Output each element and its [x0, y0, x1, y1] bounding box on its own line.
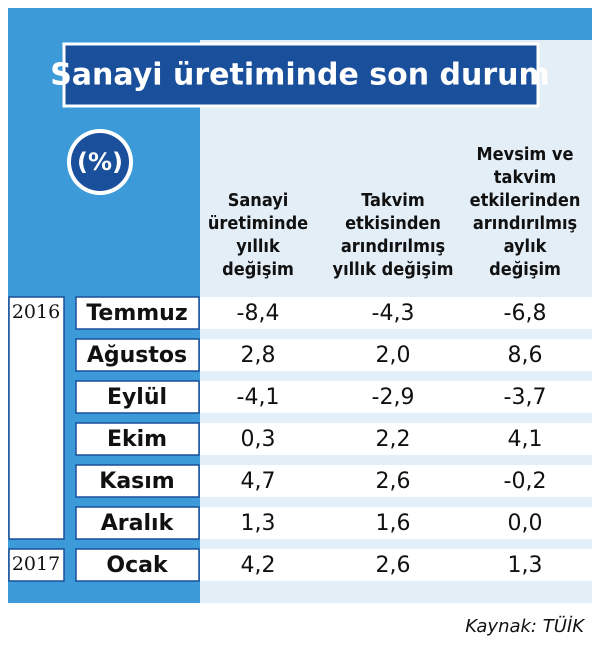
year: 2017	[12, 553, 60, 575]
value: 1,3	[508, 553, 543, 578]
column-header: değişim	[222, 259, 294, 280]
top-strip	[8, 8, 592, 40]
month-box	[75, 548, 200, 582]
month-box	[75, 380, 200, 414]
month-box	[75, 464, 200, 498]
value: -3,7	[504, 385, 547, 410]
column-header: arındırılmış	[473, 213, 577, 234]
year: 2016	[12, 301, 60, 323]
value: 2,0	[376, 343, 411, 368]
column-header: üretiminde	[208, 213, 308, 234]
month: Ocak	[106, 553, 169, 578]
column-header: yıllık	[236, 236, 281, 257]
column-header: Takvim	[361, 190, 424, 211]
month-box	[75, 506, 200, 540]
title: Sanayi üretiminde son durum	[50, 58, 550, 93]
source-box	[440, 610, 592, 642]
month: Temmuz	[86, 301, 187, 326]
month: Aralık	[101, 511, 175, 536]
value: 1,6	[376, 511, 411, 536]
row-band	[200, 423, 592, 455]
year-box	[8, 296, 65, 540]
row-band	[200, 339, 592, 371]
month-box	[75, 338, 200, 372]
column-header: Sanayi	[228, 190, 289, 211]
title-box	[62, 42, 540, 108]
value: 4,7	[241, 469, 276, 494]
column-header: arındırılmış	[341, 236, 445, 257]
month: Ekim	[107, 427, 167, 452]
month: Kasım	[99, 469, 174, 494]
month: Eylül	[107, 385, 167, 410]
column-header: yıllık değişim	[333, 259, 454, 280]
value: -8,4	[237, 301, 280, 326]
month-box	[75, 296, 200, 330]
value: 4,1	[508, 427, 543, 452]
value: 8,6	[508, 343, 543, 368]
value: 2,8	[241, 343, 276, 368]
row-band	[200, 465, 592, 497]
row-band	[200, 381, 592, 413]
value: 2,6	[376, 469, 411, 494]
source: Kaynak: TÜİK	[465, 615, 585, 637]
value: -4,3	[372, 301, 415, 326]
column-header: etkilerinden	[470, 190, 581, 211]
value: 0,0	[508, 511, 543, 536]
column-header: takvim	[494, 167, 556, 188]
row-band	[200, 549, 592, 581]
row-band	[200, 507, 592, 539]
unit-badge	[71, 133, 129, 191]
value: -4,1	[237, 385, 280, 410]
value: -6,8	[504, 301, 547, 326]
column-header: Mevsim ve	[477, 144, 574, 165]
value: 2,6	[376, 553, 411, 578]
column-header: etkisinden	[345, 213, 441, 234]
month-box	[75, 422, 200, 456]
year-box	[8, 548, 65, 582]
value: 1,3	[241, 511, 276, 536]
value: 0,3	[241, 427, 276, 452]
month: Ağustos	[87, 343, 187, 368]
value: -0,2	[504, 469, 547, 494]
value: 4,2	[241, 553, 276, 578]
row-band	[200, 297, 592, 329]
value: 2,2	[376, 427, 411, 452]
column-header: aylık	[504, 236, 548, 257]
value: -2,9	[372, 385, 415, 410]
column-header: değişim	[489, 259, 561, 280]
unit: (%)	[77, 148, 123, 176]
